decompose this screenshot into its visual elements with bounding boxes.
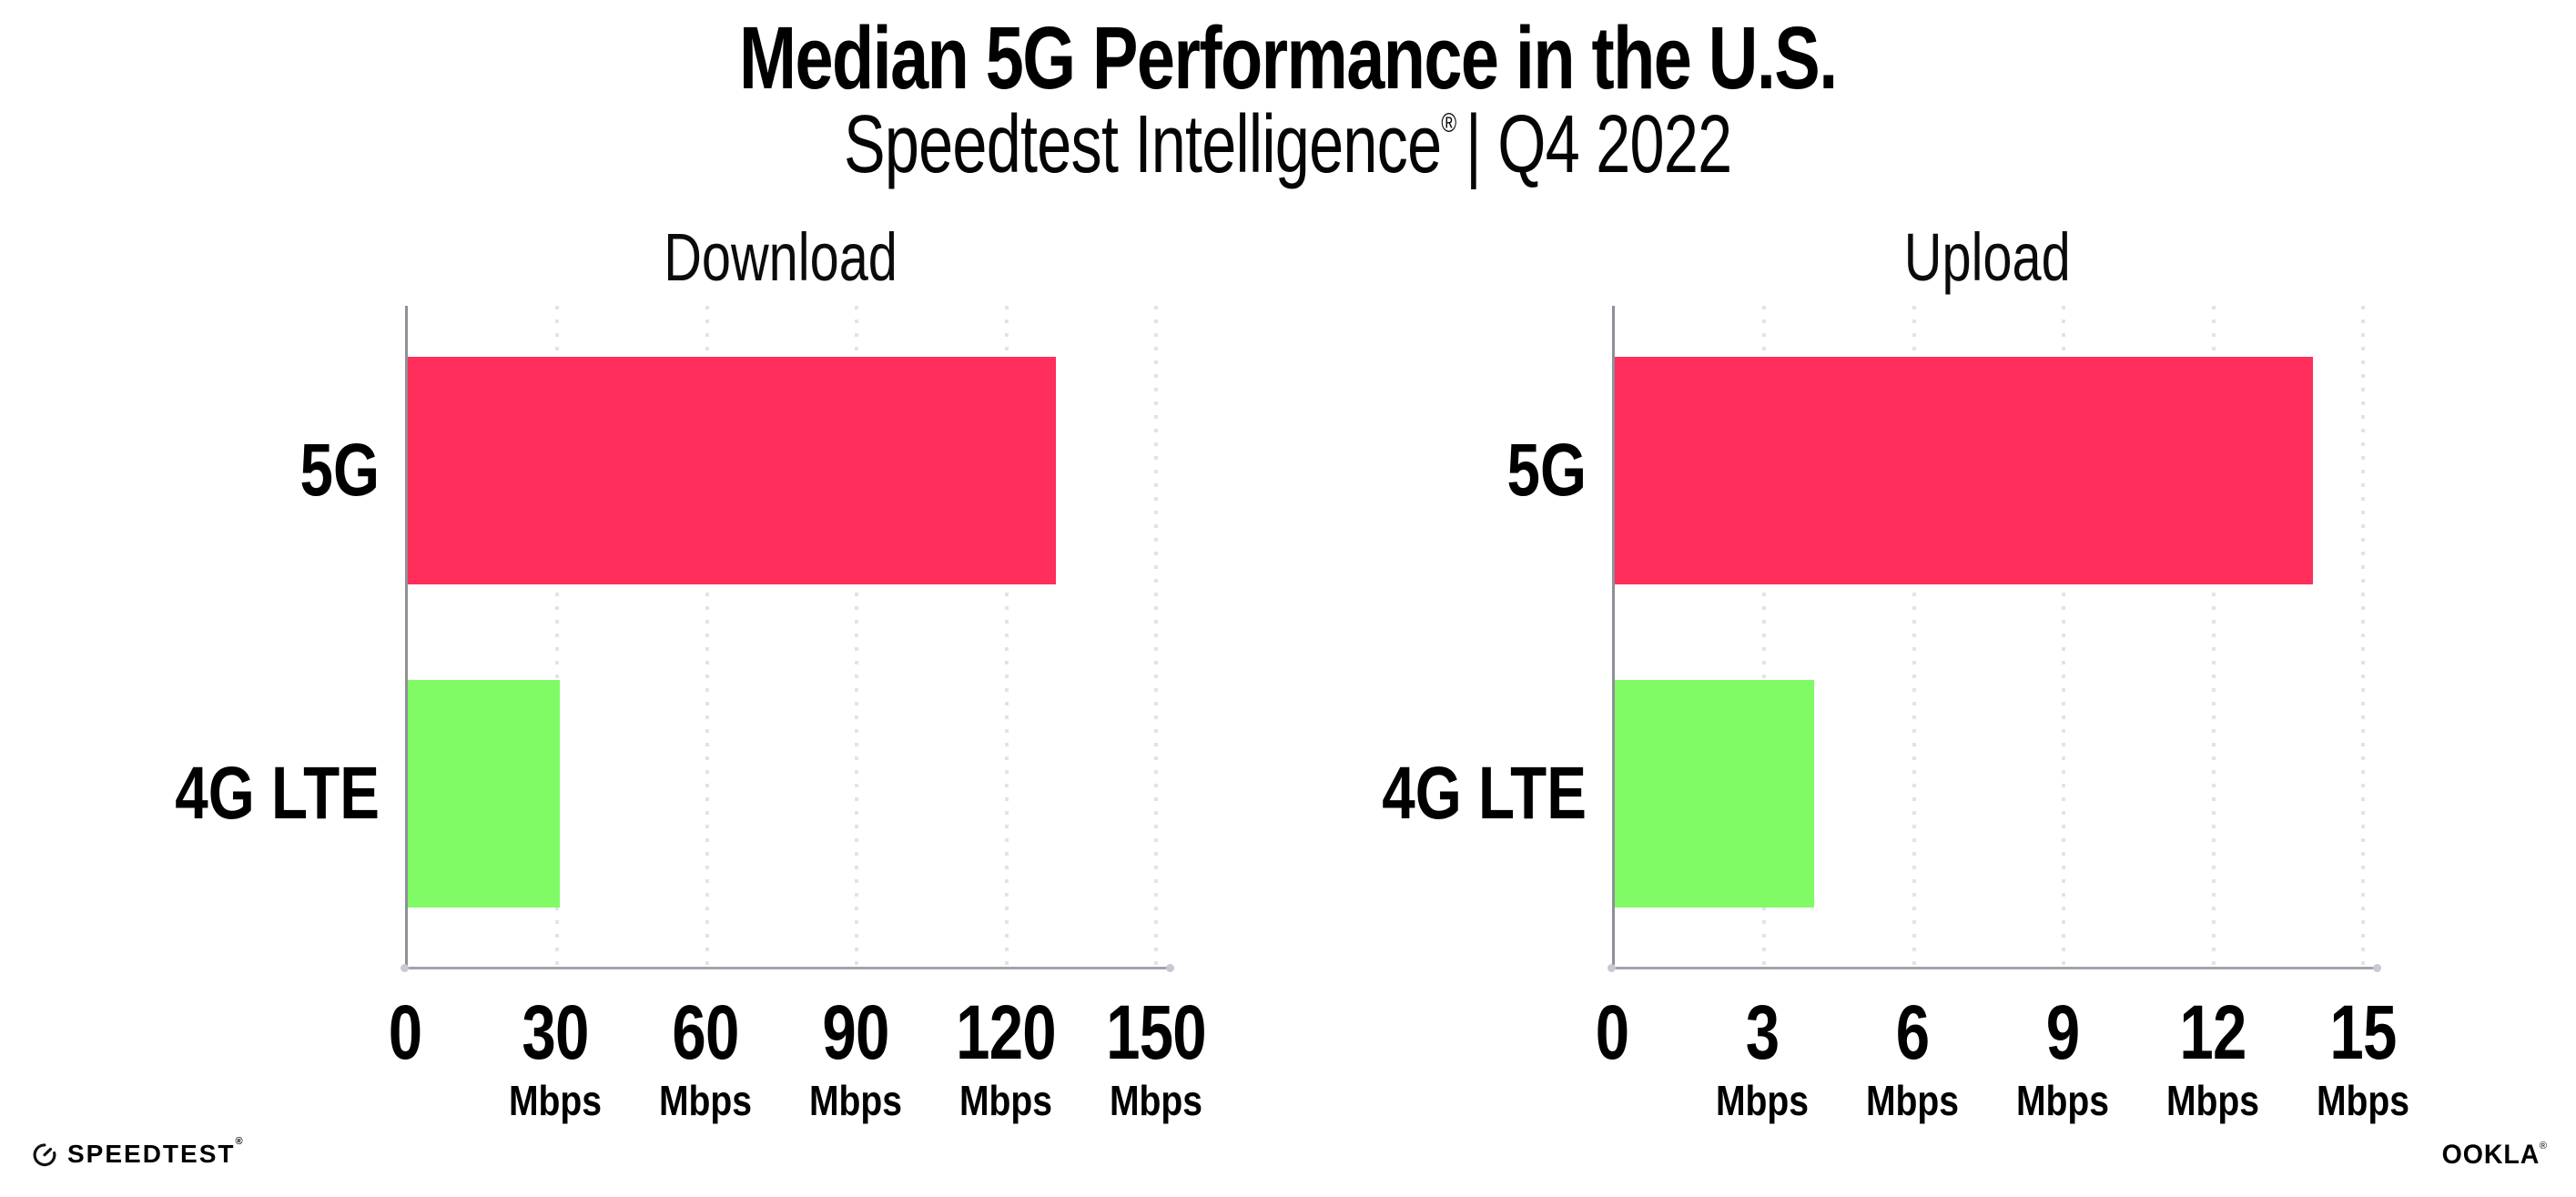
speedtest-gauge-icon — [31, 1141, 58, 1168]
unit-label: Mbps — [1109, 1077, 1203, 1124]
x-axis-line — [1607, 964, 2381, 972]
x-tick: 0 — [1595, 989, 1629, 1075]
registered-mark: ® — [2539, 1140, 2547, 1151]
gridline — [855, 306, 859, 967]
unit-label: Mbps — [658, 1077, 753, 1124]
x-tick: 12 Mbps — [2165, 989, 2260, 1124]
speedtest-wordmark: SPEEDTEST® — [67, 1135, 245, 1168]
category-label-4g-lte: 4G LTE — [1382, 752, 1587, 835]
x-tick: 120 Mbps — [943, 994, 1068, 1121]
category-label-4g-lte: 4G LTE — [175, 752, 380, 835]
gridline — [1912, 306, 1916, 967]
x-tick: 3 Mbps — [1715, 989, 1810, 1124]
page-title: Median 5G Performance in the U.S. — [0, 7, 2576, 109]
download-plot-area — [405, 306, 1158, 967]
download-chart: Download 5G 4G LTE 0 30 Mbps 60 Mbps 90 Mbp… — [109, 218, 1283, 1138]
page-title-text: Median 5G Performance in the U.S. — [739, 8, 1838, 107]
bar-download-4g-lte — [408, 680, 561, 908]
ookla-logo: OOKLA® — [2437, 1140, 2547, 1171]
x-tick: 9 Mbps — [2015, 989, 2110, 1124]
x-tick: 15 Mbps — [2316, 989, 2410, 1124]
gridline — [1154, 306, 1158, 967]
download-chart-title: Download — [664, 219, 898, 295]
x-tick: 150 Mbps — [1093, 994, 1218, 1121]
subtitle-brand: Speedtest Intelligence — [844, 99, 1442, 190]
upload-chart: Upload 5G 4G LTE 0 3 Mbps 6 Mbps 9 Mbps 12 M… — [1316, 218, 2490, 1138]
page-subtitle: Speedtest Intelligence® | Q4 2022 — [0, 98, 2576, 192]
x-tick: 6 Mbps — [1865, 989, 1960, 1124]
unit-label: Mbps — [958, 1077, 1053, 1124]
subtitle-period: | Q4 2022 — [1465, 99, 1732, 190]
x-tick: 30 Mbps — [508, 989, 603, 1124]
x-tick: 60 Mbps — [658, 989, 753, 1124]
bar-download-5g — [408, 357, 1057, 584]
gridline — [1762, 306, 1767, 967]
ookla-wordmark: OOKLA — [2441, 1140, 2540, 1170]
speedtest-logo: SPEEDTEST® — [31, 1135, 245, 1169]
x-tick: 0 — [388, 989, 422, 1075]
unit-label: Mbps — [2165, 1077, 2260, 1124]
gridline — [1004, 306, 1009, 967]
upload-x-axis: 0 3 Mbps 6 Mbps 9 Mbps 12 Mbps 15 Mbps — [1596, 989, 2409, 1131]
unit-label: Mbps — [1715, 1077, 1810, 1124]
unit-label: Mbps — [2015, 1077, 2110, 1124]
unit-label: Mbps — [808, 1077, 903, 1124]
unit-label: Mbps — [508, 1077, 603, 1124]
gridline — [2062, 306, 2066, 967]
category-label-5g: 5G — [1506, 429, 1587, 512]
registered-mark: ® — [235, 1135, 245, 1147]
bar-upload-4g-lte — [1615, 680, 1815, 908]
gridline — [555, 306, 560, 967]
download-x-axis: 0 30 Mbps 60 Mbps 90 Mbps 120 Mbps 150 Mbps — [389, 989, 1207, 1131]
upload-plot-area — [1612, 306, 2365, 967]
x-tick: 90 Mbps — [808, 989, 903, 1124]
x-axis-line — [401, 964, 1174, 972]
gridline — [2361, 306, 2365, 967]
unit-label: Mbps — [2316, 1077, 2410, 1124]
upload-chart-title: Upload — [1904, 219, 2071, 295]
category-label-5g: 5G — [299, 429, 380, 512]
gridline — [2211, 306, 2216, 967]
registered-mark: ® — [1441, 108, 1457, 138]
bar-upload-5g — [1615, 357, 2314, 584]
unit-label: Mbps — [1865, 1077, 1960, 1124]
gridline — [705, 306, 709, 967]
